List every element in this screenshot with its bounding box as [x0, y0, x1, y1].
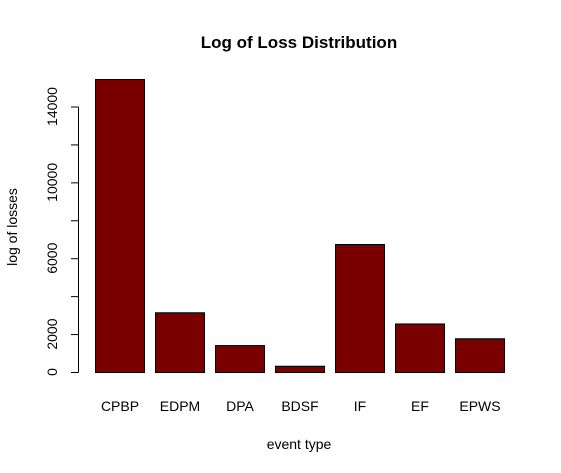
bar-epws — [455, 338, 505, 374]
y-tick-label: 10000 — [44, 163, 60, 202]
bar-if — [335, 243, 385, 373]
x-tick-label: EF — [411, 398, 429, 414]
x-tick-label: BDSF — [281, 398, 318, 414]
x-tick-label: EDPM — [160, 398, 200, 414]
bar-bdsf — [275, 365, 325, 374]
y-tick-label: 14000 — [44, 87, 60, 126]
x-axis-label: event type — [267, 436, 332, 452]
y-axis-label: log of losses — [4, 188, 20, 266]
bar-cpbp — [95, 79, 145, 373]
bars-layer — [95, 79, 505, 374]
y-tick-label: 6000 — [44, 242, 60, 273]
bar-ef — [395, 323, 445, 374]
x-tick-label: EPWS — [459, 398, 500, 414]
bar-dpa — [215, 345, 265, 374]
x-axis-labels: CPBP EDPM DPA BDSF IF EF EPWS — [101, 398, 501, 414]
chart-title: Log of Loss Distribution — [201, 33, 397, 52]
x-tick-label: IF — [354, 398, 366, 414]
bar-edpm — [155, 312, 205, 374]
y-axis: 0 2000 6000 10000 14000 — [44, 87, 79, 376]
x-tick-label: DPA — [226, 398, 254, 414]
y-tick-label: 2000 — [44, 318, 60, 349]
x-tick-label: CPBP — [101, 398, 139, 414]
y-tick-label: 0 — [44, 368, 60, 376]
